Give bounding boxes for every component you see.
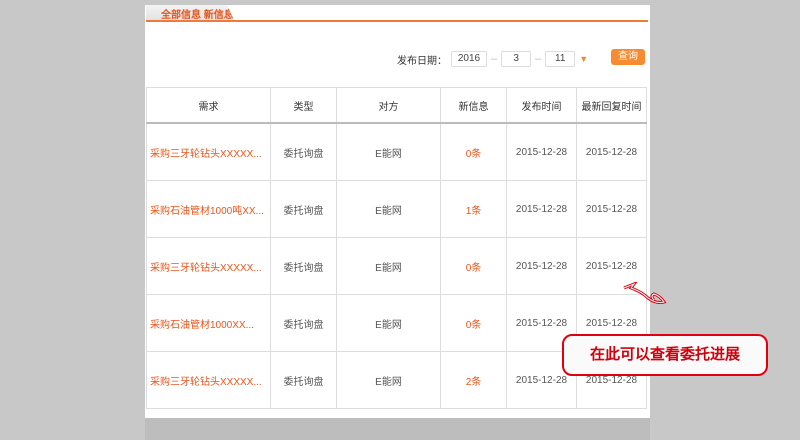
table-row[interactable]: 采购三牙轮钻头XXXXX... 委托询盘 E能网 0条 2015-12-28 2015-1… [146,237,647,295]
last-reply-date: 2015-12-28 [576,180,647,238]
date-label: 发布日期： [397,55,447,67]
type-cell: 委托询盘 [270,180,337,238]
curly-arrow-icon [623,282,667,304]
counterparty-cell: E能网 [336,180,441,238]
publish-date: 2015-12-28 [506,122,577,181]
month-input[interactable]: 3 [501,51,532,67]
new-info-count[interactable]: 0条 [440,122,507,181]
tab-label: 全部信息 新信息 [161,10,234,21]
publish-date: 2015-12-28 [506,237,577,295]
column-header: 最新回复时间 [576,87,647,124]
counterparty-cell: E能网 [336,294,441,352]
demand-link[interactable]: 采购三牙轮钻头XXXXX... [146,237,271,295]
new-info-count[interactable]: 0条 [440,294,507,352]
demand-link[interactable]: 采购石油管材1000吨XX... [146,180,271,238]
demand-link[interactable]: 采购三牙轮钻头XXXXX... [146,122,271,181]
type-cell: 委托询盘 [270,122,337,181]
column-header: 发布时间 [506,87,577,124]
table-row[interactable]: 采购三牙轮钻头XXXXX... 委托询盘 E能网 0条 2015-12-28 2015-1… [146,122,647,181]
column-header: 新信息 [440,87,507,124]
tab-all-info[interactable]: 全部信息 新信息 [146,5,234,20]
type-cell: 委托询盘 [270,237,337,295]
counterparty-cell: E能网 [336,351,441,409]
table-overflow [145,418,650,440]
type-cell: 委托询盘 [270,351,337,409]
column-header: 类型 [270,87,337,124]
column-header: 对方 [336,87,441,124]
demand-link[interactable]: 采购石油管材1000XX... [146,294,271,352]
query-button[interactable]: 查询 [611,49,645,65]
day-input[interactable]: 11 [545,51,576,67]
last-reply-date: 2015-12-28 [576,237,647,295]
separator: – [535,53,542,65]
type-cell: 委托询盘 [270,294,337,352]
separator: – [491,53,498,65]
demand-link[interactable]: 采购三牙轮钻头XXXXX... [146,351,271,409]
column-header: 需求 [146,87,271,124]
new-info-count[interactable]: 0条 [440,237,507,295]
last-reply-date: 2015-12-28 [576,122,647,181]
callout-tip: 在此可以查看委托进展 [562,334,768,376]
publish-date: 2015-12-28 [506,180,577,238]
table-row[interactable]: 采购三牙轮钻头XXXXX... 委托询盘 E能网 2条 2015-12-28 2015-1… [146,351,647,409]
counterparty-cell: E能网 [336,122,441,181]
year-input[interactable]: 2016 [451,51,487,67]
new-info-count[interactable]: 2条 [440,351,507,409]
date-filter: 发布日期： 2016 – 3 – 11 ▼ [397,51,588,67]
new-info-count[interactable]: 1条 [440,180,507,238]
tab-underline [146,20,648,22]
dropdown-arrow-icon[interactable]: ▼ [579,54,589,64]
table-row[interactable]: 采购石油管材1000吨XX... 委托询盘 E能网 1条 2015-12-28 2015-… [146,180,647,238]
counterparty-cell: E能网 [336,237,441,295]
